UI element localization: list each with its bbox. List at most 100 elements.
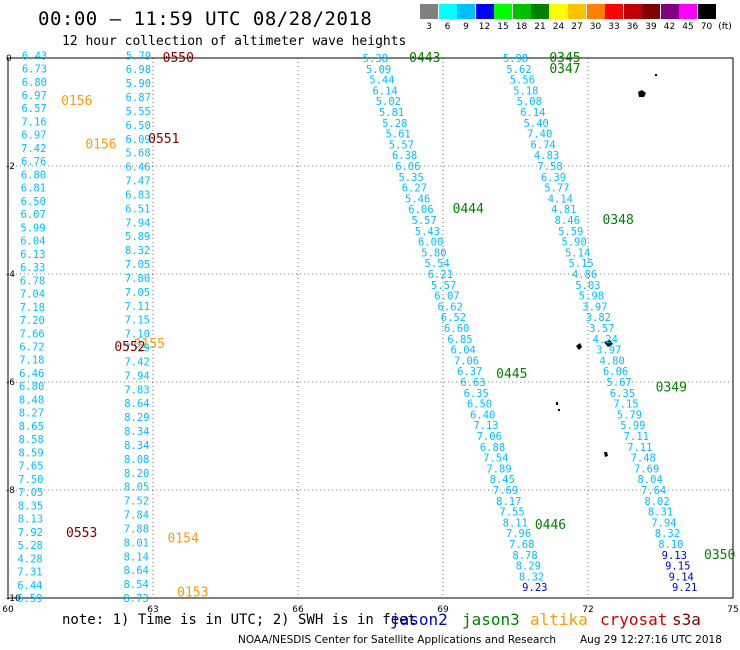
wave-height-value: 5.57 xyxy=(389,139,414,151)
wave-height-value: 8.54 xyxy=(123,579,148,591)
scale-swatch xyxy=(475,4,494,19)
pass-time-label: 0552 xyxy=(114,340,145,355)
wave-height-value: 8.29 xyxy=(124,412,149,424)
legend-item-cryosat: cryosat xyxy=(600,610,668,629)
wave-height-value: 7.83 xyxy=(124,384,149,396)
grid-lines xyxy=(7,57,734,599)
wave-height-value: 7.96 xyxy=(506,528,531,540)
wave-height-value: 7.64 xyxy=(641,485,666,497)
wave-height-value: 5.38 xyxy=(363,53,388,65)
wave-height-value: 6.59 xyxy=(17,593,42,605)
wave-height-value: 8.58 xyxy=(19,434,44,446)
wave-height-value: 5.55 xyxy=(126,106,151,118)
wave-height-value: 5.35 xyxy=(398,172,423,184)
wave-height-value: 5.77 xyxy=(544,183,569,195)
wave-height-value: 7.92 xyxy=(18,527,43,539)
scale-label: 6 xyxy=(444,22,451,32)
wave-height-value: 5.56 xyxy=(510,75,535,87)
wave-height-value: 7.58 xyxy=(537,161,562,173)
wave-height-value: 7.11 xyxy=(624,431,649,443)
wave-height-value: 5.80 xyxy=(421,247,446,259)
wave-height-value: 6.39 xyxy=(541,172,566,184)
pass-time-label: 0350 xyxy=(704,548,735,563)
wave-height-value: 7.50 xyxy=(18,474,43,486)
wave-height-value: 5.98 xyxy=(579,291,604,303)
wave-height-value: 5.61 xyxy=(385,129,410,141)
wave-height-value: 7.69 xyxy=(634,463,659,475)
wave-height-value: 5.43 xyxy=(415,226,440,238)
wave-height-value: 7.20 xyxy=(20,315,45,327)
scale-label: (ft) xyxy=(718,22,732,32)
scale-label: 70 xyxy=(700,22,713,32)
wave-height-value: 5.03 xyxy=(575,280,600,292)
wave-height-value: 9.14 xyxy=(669,571,694,583)
wave-height-value: 5.59 xyxy=(558,226,583,238)
scale-label: 33 xyxy=(608,22,620,32)
wave-height-value: 7.69 xyxy=(493,485,518,497)
wave-height-value: 6.50 xyxy=(21,196,46,208)
wave-height-value: 8.46 xyxy=(555,215,580,227)
wave-height-value: 6.46 xyxy=(19,368,44,380)
wave-height-value: 8.73 xyxy=(123,593,148,605)
legend-item-jason2: jason2 xyxy=(390,610,448,629)
wave-height-value: 5.99 xyxy=(620,420,645,432)
wave-height-value: 5.46 xyxy=(405,193,430,205)
wave-height-value: 7.94 xyxy=(124,370,149,382)
plot-frame xyxy=(7,57,734,599)
wave-height-value: 7.15 xyxy=(125,315,150,327)
wave-height-value: 7.54 xyxy=(483,453,508,465)
scale-swatch xyxy=(605,4,623,19)
wave-height-value: 6.57 xyxy=(21,103,46,115)
wave-height-value: 8.27 xyxy=(19,408,44,420)
wave-height-value: 7.94 xyxy=(125,217,150,229)
wave-height-value: 6.50 xyxy=(126,120,151,132)
wave-height-value: 5.02 xyxy=(376,96,401,108)
wave-height-value: 6.85 xyxy=(447,334,472,346)
wave-height-value: 6.97 xyxy=(21,130,46,142)
wave-height-value: 6.07 xyxy=(21,209,46,221)
wave-height-value: 6.07 xyxy=(434,291,459,303)
y-tick-label: -8 xyxy=(6,486,15,496)
wave-height-value: 6.38 xyxy=(392,150,417,162)
x-tick-label: 66 xyxy=(292,605,304,615)
scale-label: 3 xyxy=(426,22,432,32)
wave-height-value: 8.64 xyxy=(124,398,149,410)
wave-height-value: 7.40 xyxy=(527,129,552,141)
wave-height-value: 6.04 xyxy=(20,236,45,248)
wave-height-value: 8.78 xyxy=(512,550,537,562)
wave-height-value: 6.51 xyxy=(125,203,150,215)
scale-label: 15 xyxy=(497,22,509,32)
wave-height-value: 6.27 xyxy=(402,183,427,195)
wave-height-value: 6.33 xyxy=(20,262,45,274)
scale-label: 42 xyxy=(663,22,676,32)
y-axis-ticks: 0 -2 -4 -6 -8 -10 xyxy=(6,54,21,604)
pass-time-label: 0553 xyxy=(66,526,97,541)
wave-height-value: 5.44 xyxy=(369,75,394,87)
wave-height-value: 5.81 xyxy=(379,107,404,119)
wave-height-value: 3.82 xyxy=(586,312,611,324)
pass-time-label: 0345 xyxy=(549,51,580,66)
wave-height-value: 4.80 xyxy=(600,355,625,367)
scale-swatch xyxy=(642,4,660,19)
scale-swatch xyxy=(623,4,642,19)
wave-height-value: 5.08 xyxy=(517,96,542,108)
wave-height-value: 6.06 xyxy=(408,204,433,216)
wave-height-value: 6.78 xyxy=(20,275,45,287)
wave-height-value: 8.35 xyxy=(18,500,43,512)
wave-height-value: 7.06 xyxy=(454,355,479,367)
wave-height-value: 3.57 xyxy=(589,323,614,335)
wave-height-value: 7.10 xyxy=(125,329,150,341)
wave-height-value: 7.16 xyxy=(21,116,46,128)
wave-height-value: 7.55 xyxy=(499,507,524,519)
wave-height-value: 6.46 xyxy=(125,162,150,174)
wave-height-value: 7.04 xyxy=(20,289,45,301)
wave-height-value: 4.24 xyxy=(593,334,618,346)
wave-height-value: 5.90 xyxy=(126,78,151,90)
wave-height-value: 4.14 xyxy=(548,193,573,205)
wave-height-value: 7.84 xyxy=(124,510,149,522)
pass-time-label: 0551 xyxy=(148,132,179,147)
wave-height-value: 6.98 xyxy=(126,64,151,76)
wave-height-value: 8.13 xyxy=(18,514,43,526)
wave-height-value: 7.66 xyxy=(19,328,44,340)
wave-height-value: 7.18 xyxy=(20,302,45,314)
